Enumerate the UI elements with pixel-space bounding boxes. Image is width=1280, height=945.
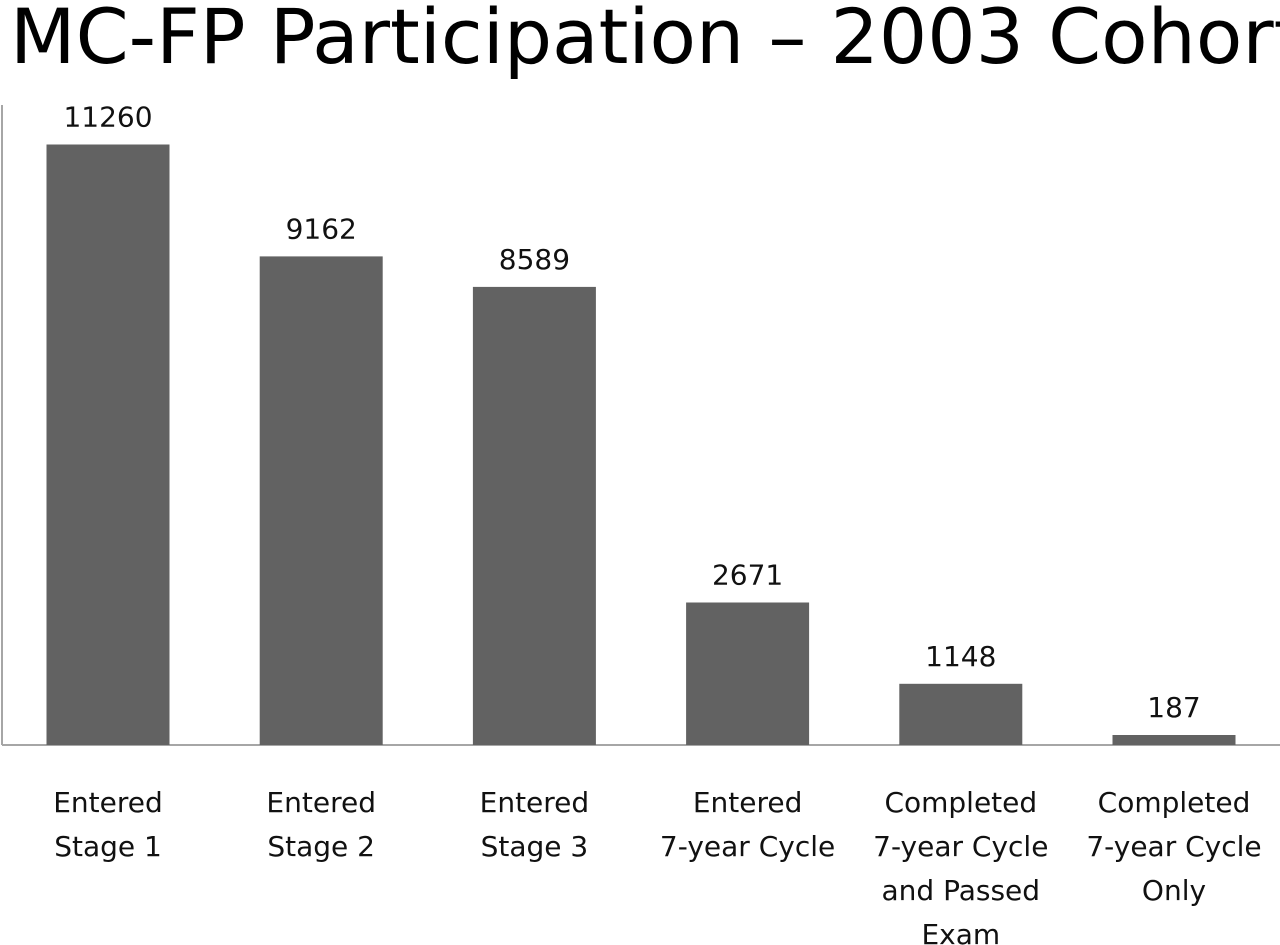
category-label: Entered Stage 1 — [53, 786, 163, 863]
bar — [472, 286, 596, 745]
category-label: Entered Stage 3 — [480, 786, 590, 863]
category-label-line: Completed — [884, 786, 1037, 819]
category-label-line: Entered — [53, 786, 163, 819]
bars-group — [46, 144, 1236, 745]
category-label-line: Completed — [1098, 786, 1251, 819]
bar — [686, 602, 810, 745]
data-labels-group: 11260 9162 8589 2671 1148 187 — [63, 101, 1200, 725]
category-label: Completed 7-year Cycle and Passed Exam — [873, 786, 1048, 945]
category-label-line: Stage 2 — [267, 830, 375, 863]
category-label-line: and Passed — [882, 874, 1041, 907]
bar — [46, 144, 170, 745]
category-label-line: 7-year Cycle — [660, 830, 835, 863]
category-label-line: Stage 1 — [54, 830, 162, 863]
category-label-line: Entered — [693, 786, 803, 819]
category-label: Entered 7-year Cycle — [660, 786, 835, 863]
data-label: 9162 — [286, 212, 357, 245]
data-label: 1148 — [925, 640, 996, 673]
category-label-line: Only — [1142, 874, 1206, 907]
data-label: 2671 — [712, 559, 783, 592]
category-label-line: 7-year Cycle — [1086, 830, 1261, 863]
data-label: 11260 — [63, 101, 152, 134]
category-label-line: Entered — [480, 786, 590, 819]
bar — [899, 683, 1023, 745]
bar — [259, 256, 383, 745]
category-label-line: Stage 3 — [481, 830, 589, 863]
category-label-line: 7-year Cycle — [873, 830, 1048, 863]
category-label-line: Entered — [266, 786, 376, 819]
data-label: 187 — [1147, 691, 1200, 724]
category-label: Entered Stage 2 — [266, 786, 376, 863]
chart-title: MC-FP Participation – 2003 Cohort — [10, 0, 1280, 81]
category-label: Completed 7-year Cycle Only — [1086, 786, 1261, 907]
category-labels-group: Entered Stage 1 Entered Stage 2 Entered Stage… — [53, 786, 1261, 945]
category-label-line: Exam — [921, 918, 1000, 945]
data-label: 8589 — [499, 243, 570, 276]
bar — [1112, 735, 1236, 745]
